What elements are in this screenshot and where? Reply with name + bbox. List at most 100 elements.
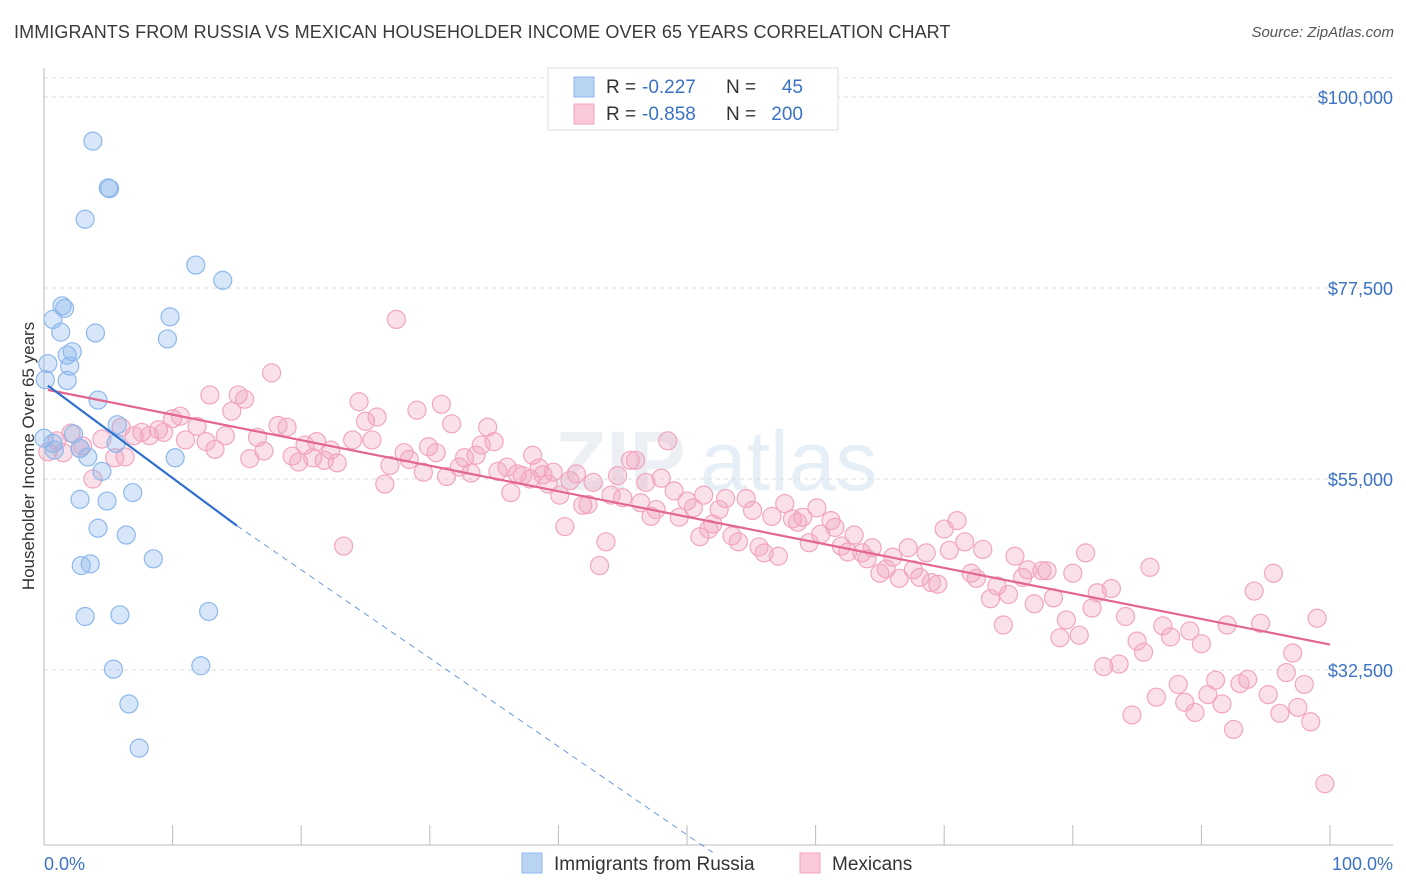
mexicans-point (436, 466, 457, 487)
mexicans-point (1191, 634, 1212, 654)
russia-point (52, 296, 72, 316)
mexicans-point (222, 401, 242, 421)
mexicans-point (289, 452, 309, 472)
mexicans-point (947, 510, 967, 531)
mexicans-point (715, 488, 736, 509)
mexicans-point (1175, 692, 1195, 712)
mexicans-point (303, 448, 323, 468)
mexicans-point (728, 532, 749, 552)
mexicans-point (578, 494, 598, 515)
mexicans-point (1238, 669, 1258, 689)
russia-point (213, 270, 233, 290)
russia-trend-line (47, 384, 238, 527)
legend-n-label: N = (726, 77, 756, 98)
mexicans-point (148, 420, 169, 440)
y-tick-label: $100,000 (1318, 88, 1393, 108)
mexicans-point (1258, 685, 1278, 705)
russia-point (110, 605, 130, 625)
mexicans-point (442, 414, 462, 434)
mexicans-point (92, 429, 112, 449)
mexicans-point (955, 532, 975, 552)
mexicans-point (484, 432, 504, 452)
series-legend: Immigrants from Russia Mexicans (521, 852, 912, 875)
mexicans-point (1146, 687, 1166, 707)
russia-points (34, 131, 233, 758)
russia-point (97, 491, 117, 511)
mexicans-point (1133, 642, 1154, 662)
mexicans-point (1115, 606, 1136, 627)
russia-point (160, 307, 180, 327)
mexicans-point (566, 464, 587, 484)
mexicans-point (601, 485, 621, 505)
mexicans-point (620, 450, 641, 470)
mexicans-point (327, 453, 347, 473)
mexicans-point (413, 462, 433, 482)
mexicans-point (709, 499, 729, 520)
mexicans-point (1307, 608, 1327, 628)
mexicans-point (1283, 643, 1303, 663)
mexicans-point (1037, 561, 1057, 581)
y-tick-label: $77,500 (1328, 279, 1393, 299)
legend-r-value: -0.227 (642, 77, 696, 98)
russia-point (35, 370, 55, 390)
mexicans-point (426, 443, 446, 463)
russia-point (123, 482, 143, 503)
russia-point (75, 209, 95, 229)
russia-point (54, 298, 75, 318)
russia-point (34, 428, 54, 448)
mexicans-point (1223, 719, 1244, 740)
legend-label-russia: Immigrants from Russia (554, 854, 755, 875)
mexicans-point (1109, 654, 1129, 674)
mexicans-point (501, 482, 521, 503)
mexicans-point (1018, 560, 1038, 580)
mexicans-point (1153, 616, 1173, 636)
mexicans-point (105, 448, 125, 468)
russia-point (51, 322, 71, 342)
mexicans-point (993, 615, 1013, 635)
mexicans-point (466, 445, 486, 465)
mexicans-point (1032, 561, 1052, 581)
mexicans-point (355, 411, 376, 431)
mexicans-point (583, 472, 603, 492)
legend-r-label: R = (606, 77, 636, 98)
russia-point (60, 356, 80, 376)
mexicans-point (825, 517, 845, 537)
mexicans-points (38, 309, 1335, 794)
russia-point (83, 131, 103, 151)
mexicans-point (910, 567, 930, 588)
russia-point (92, 461, 112, 481)
russia-point (199, 601, 219, 622)
russia-point (157, 329, 178, 349)
mexicans-point (1270, 703, 1290, 723)
mexicans-point (844, 525, 864, 545)
russia-point (71, 555, 91, 576)
mexicans-point (754, 543, 774, 563)
mexicans-point (407, 400, 427, 420)
svg-text:ZIP: ZIP (555, 414, 686, 508)
mexicans-point (367, 407, 387, 427)
legend-r-label: R = (606, 104, 636, 125)
mexicans-point (1250, 613, 1271, 633)
legend-swatch-russia (573, 76, 595, 98)
mexicans-point (921, 572, 941, 593)
mexicans-point (153, 422, 174, 442)
mexicans-point (362, 430, 382, 450)
watermark: ZIP atlas (555, 414, 877, 508)
mexicans-point (636, 472, 656, 492)
mexicans-point (596, 532, 616, 552)
grid-lines (44, 77, 1393, 671)
russia-trend-extension (236, 525, 714, 853)
mexicans-point (1050, 628, 1070, 648)
russia-point (70, 489, 90, 509)
mexicans-point (762, 506, 782, 526)
mexicans-point (768, 546, 788, 566)
mexicans-point (589, 555, 610, 576)
mexicans-point (262, 363, 282, 383)
russia-point (116, 525, 136, 545)
mexicans-point (749, 537, 769, 557)
mexicans-point (998, 584, 1019, 605)
mexicans-point (664, 481, 684, 501)
mexicans-point (277, 417, 297, 437)
chart-title: IMMIGRANTS FROM RUSSIA VS MEXICAN HOUSEH… (14, 22, 951, 42)
mexicans-point (1127, 631, 1147, 651)
